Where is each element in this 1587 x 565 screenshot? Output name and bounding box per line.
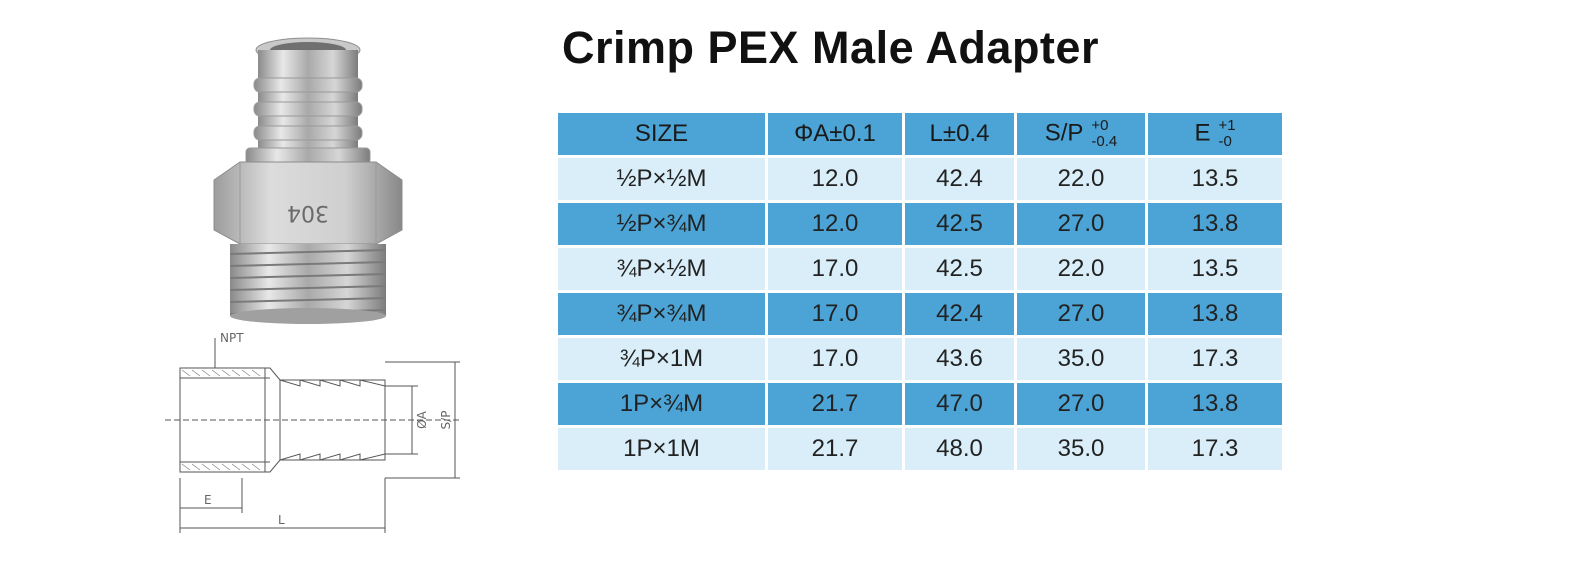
cell-a: 12.0 xyxy=(768,158,902,200)
page-title: Crimp PEX Male Adapter xyxy=(562,22,1099,73)
header-l: L±0.4 xyxy=(905,113,1014,155)
cell-sp: 22.0 xyxy=(1017,158,1145,200)
cell-size: 1P×¾M xyxy=(558,383,765,425)
table-row: ¾P×1M 17.0 43.6 35.0 17.3 xyxy=(558,338,1282,380)
cell-e: 13.8 xyxy=(1148,293,1282,335)
cell-e: 13.5 xyxy=(1148,158,1282,200)
table-row: 1P×¾M 21.7 47.0 27.0 13.8 xyxy=(558,383,1282,425)
table-row: ¾P×½M 17.0 42.5 22.0 13.5 xyxy=(558,248,1282,290)
cell-size: ¾P×1M xyxy=(558,338,765,380)
header-sp-label: S/P xyxy=(1044,119,1084,147)
cell-sp: 27.0 xyxy=(1017,293,1145,335)
cell-sp: 22.0 xyxy=(1017,248,1145,290)
cell-a: 17.0 xyxy=(768,248,902,290)
header-a: ΦA±0.1 xyxy=(768,113,902,155)
l-dim-label: L xyxy=(278,513,285,527)
table-row: 1P×1M 21.7 48.0 35.0 17.3 xyxy=(558,428,1282,470)
cell-e: 13.8 xyxy=(1148,203,1282,245)
cell-a: 21.7 xyxy=(768,428,902,470)
cell-size: ¾P×½M xyxy=(558,248,765,290)
cell-size: ¾P×¾M xyxy=(558,293,765,335)
table-row: ¾P×¾M 17.0 42.4 27.0 13.8 xyxy=(558,293,1282,335)
header-sp: S/P +0 -0.4 xyxy=(1017,113,1145,155)
cell-a: 12.0 xyxy=(768,203,902,245)
stamp-text: 304 xyxy=(287,200,329,225)
cell-l: 42.4 xyxy=(905,158,1014,200)
technical-drawing: NPT ØA S/P E L xyxy=(165,331,460,533)
cell-sp: 27.0 xyxy=(1017,383,1145,425)
header-size: SIZE xyxy=(558,113,765,155)
cell-a: 17.0 xyxy=(768,293,902,335)
cell-l: 48.0 xyxy=(905,428,1014,470)
e-dim-label: E xyxy=(204,493,212,507)
sp-tol-minus: -0.4 xyxy=(1091,133,1118,150)
sp-tol-plus: +0 xyxy=(1091,117,1109,134)
cell-l: 42.5 xyxy=(905,203,1014,245)
a-dim-label: ØA xyxy=(415,410,429,428)
cell-size: ½P×¾M xyxy=(558,203,765,245)
npt-label: NPT xyxy=(220,331,244,345)
spec-table: SIZE ΦA±0.1 L±0.4 S/P +0 -0.4 E +1 -0 ½P×½M … xyxy=(555,110,1285,473)
cell-size: ½P×½M xyxy=(558,158,765,200)
cell-e: 13.8 xyxy=(1148,383,1282,425)
product-photo: 304 xyxy=(213,37,403,324)
table-row: ½P×¾M 12.0 42.5 27.0 13.8 xyxy=(558,203,1282,245)
cell-l: 43.6 xyxy=(905,338,1014,380)
table-row: ½P×½M 12.0 42.4 22.0 13.5 xyxy=(558,158,1282,200)
sp-dim-label: S/P xyxy=(439,411,453,430)
e-tol-plus: +1 xyxy=(1218,117,1236,134)
cell-size: 1P×1M xyxy=(558,428,765,470)
cell-l: 42.4 xyxy=(905,293,1014,335)
cell-sp: 35.0 xyxy=(1017,428,1145,470)
e-tol-minus: -0 xyxy=(1218,133,1232,150)
cell-e: 13.5 xyxy=(1148,248,1282,290)
cell-a: 17.0 xyxy=(768,338,902,380)
cell-sp: 35.0 xyxy=(1017,338,1145,380)
cell-sp: 27.0 xyxy=(1017,203,1145,245)
e-tolerance: +1 -0 xyxy=(1218,118,1235,150)
header-e: E +1 -0 xyxy=(1148,113,1282,155)
sp-tolerance: +0 -0.4 xyxy=(1091,118,1117,150)
cell-e: 17.3 xyxy=(1148,428,1282,470)
cell-e: 17.3 xyxy=(1148,338,1282,380)
cell-a: 21.7 xyxy=(768,383,902,425)
header-e-label: E xyxy=(1194,119,1211,147)
cell-l: 47.0 xyxy=(905,383,1014,425)
header-row: SIZE ΦA±0.1 L±0.4 S/P +0 -0.4 E +1 -0 xyxy=(558,113,1282,155)
cell-l: 42.5 xyxy=(905,248,1014,290)
